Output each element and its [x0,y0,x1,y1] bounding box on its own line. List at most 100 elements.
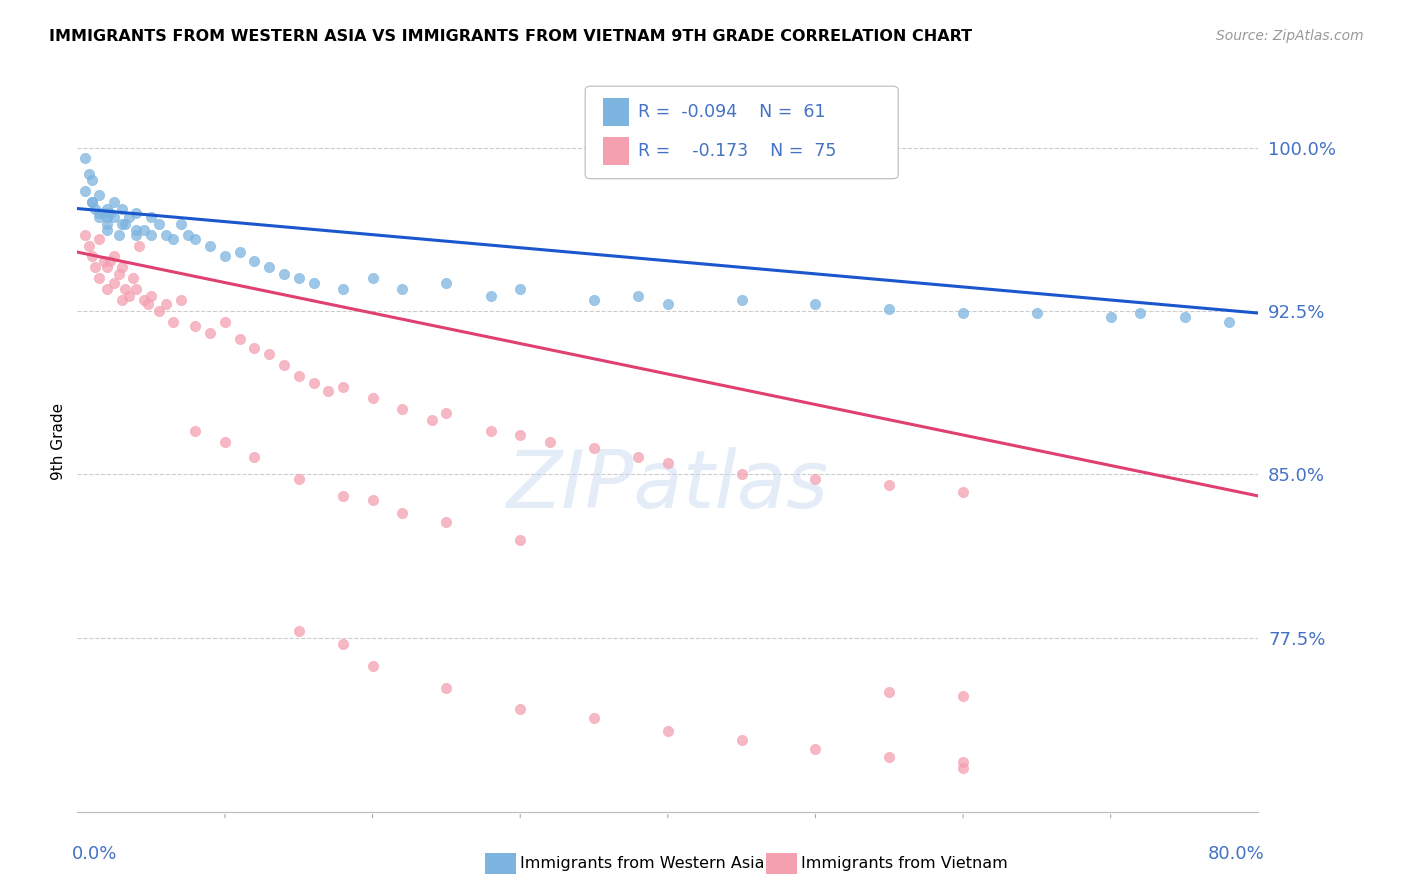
Point [952,761,974,775]
Point [89,206,111,220]
Point [184,319,207,334]
Point [318,384,340,399]
Point [107,267,129,281]
Point [96,202,118,216]
Text: 0.0%: 0.0% [72,845,117,863]
Point [436,681,458,695]
Point [89,271,111,285]
Point [155,227,177,242]
Point [155,297,177,311]
Point [141,288,163,302]
Point [98,206,121,220]
Point [952,755,974,769]
Point [96,223,118,237]
Point [141,227,163,242]
Point [804,471,827,485]
Point [243,450,266,464]
Point [125,223,148,237]
Point [214,315,236,329]
Point [125,282,148,296]
Point [170,217,193,231]
Point [627,288,650,302]
Point [332,637,354,651]
FancyBboxPatch shape [585,87,898,178]
Point [89,232,111,246]
Text: Source: ZipAtlas.com: Source: ZipAtlas.com [1216,29,1364,43]
Point [118,211,141,225]
Point [361,391,384,405]
Point [273,359,295,373]
Point [288,369,311,384]
Text: R =  -0.094    N =  61: R = -0.094 N = 61 [638,103,825,121]
Point [96,260,118,275]
Point [103,194,125,209]
Point [111,202,132,216]
Point [657,297,679,311]
Point [228,332,252,346]
Point [509,428,531,442]
Point [103,276,125,290]
Point [288,471,311,485]
Point [162,315,184,329]
Point [82,250,104,264]
Point [170,293,193,307]
Point [162,232,184,246]
Point [243,341,266,355]
Point [361,271,384,285]
Point [73,184,96,198]
Point [731,732,754,747]
Point [288,624,311,638]
Point [302,276,325,290]
Point [436,515,458,529]
Point [583,711,606,725]
Text: Immigrants from Western Asia: Immigrants from Western Asia [520,856,765,871]
Point [361,493,384,508]
Point [214,250,236,264]
Point [391,507,413,521]
Text: Immigrants from Vietnam: Immigrants from Vietnam [801,856,1008,871]
Point [273,267,295,281]
Point [125,206,148,220]
Point [93,253,115,268]
Point [148,304,170,318]
Point [391,282,413,296]
Point [200,326,222,340]
Point [228,245,252,260]
Point [98,253,121,268]
Point [184,232,207,246]
Point [583,441,606,455]
Point [111,217,132,231]
Point [103,211,125,225]
Point [125,227,148,242]
Point [879,478,901,492]
Point [82,194,104,209]
Bar [603,98,628,126]
Text: 80.0%: 80.0% [1208,845,1264,863]
Point [96,211,118,225]
Point [657,724,679,739]
Y-axis label: 9th Grade: 9th Grade [51,403,66,480]
Point [93,206,115,220]
Point [114,217,136,231]
Point [73,152,96,166]
Point [332,282,354,296]
Point [136,297,159,311]
Point [132,293,155,307]
Point [879,301,901,316]
Point [538,434,561,449]
Point [361,658,384,673]
Point [657,456,679,470]
Point [952,484,974,499]
Point [436,406,458,420]
Point [148,217,170,231]
Text: ZIPatlas: ZIPatlas [506,447,830,525]
Point [1218,315,1240,329]
Point [84,260,107,275]
Point [583,293,606,307]
Bar [603,136,628,165]
Point [509,702,531,716]
Point [332,380,354,394]
Point [288,271,311,285]
Point [731,467,754,482]
Point [479,288,502,302]
